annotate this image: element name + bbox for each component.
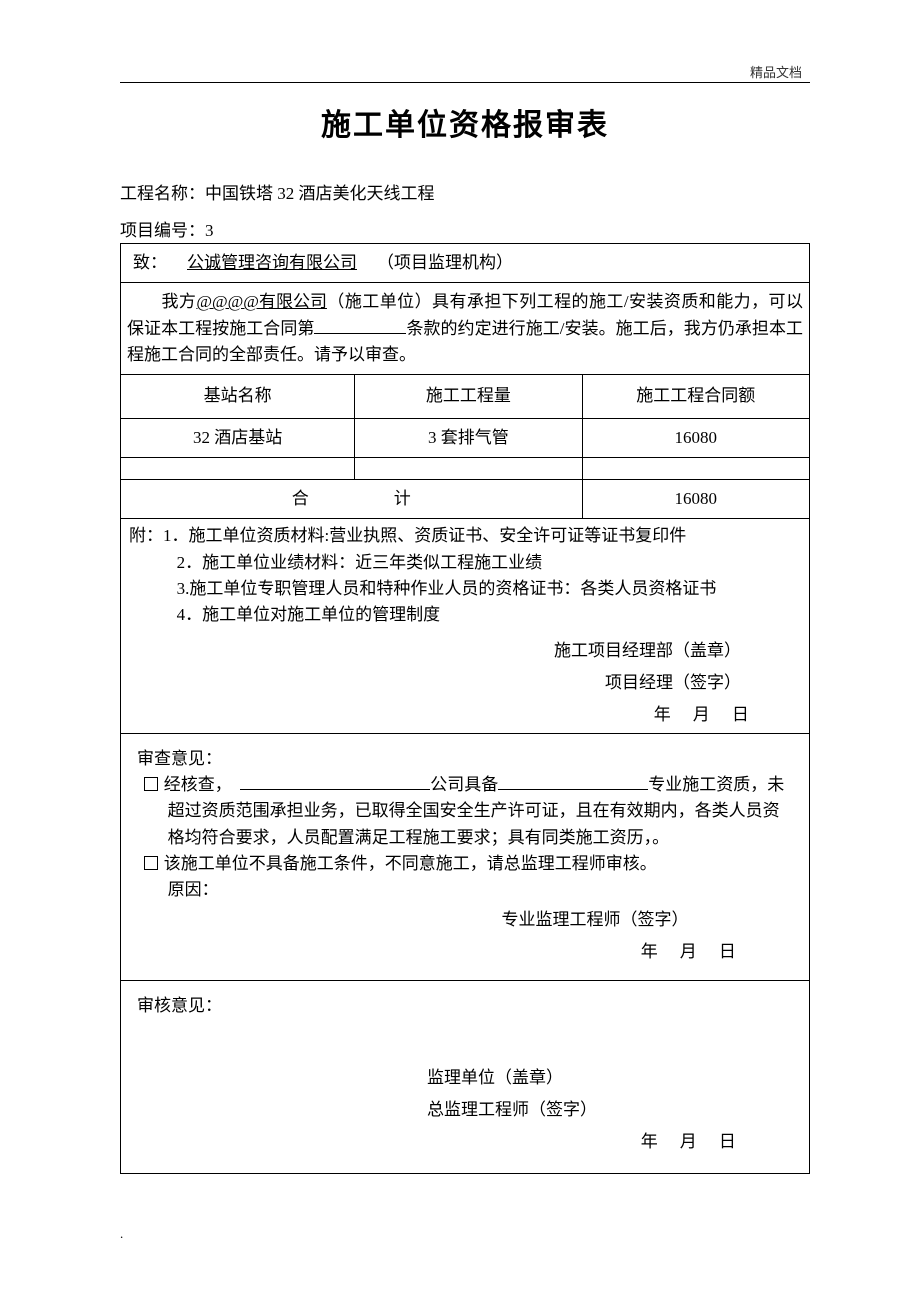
approve-date: 年月日 <box>137 1126 793 1158</box>
empty-c2 <box>355 458 582 480</box>
footer-mark: . <box>120 1226 123 1242</box>
header-col2: 施工工程量 <box>355 375 582 418</box>
review-opt1-pre: 经核查， <box>164 775 232 794</box>
header-col1: 基站名称 <box>121 375 355 418</box>
qualification-blank <box>498 773 648 790</box>
attachments-cell: 附：1．施工单位资质材料:营业执照、资质证书、安全许可证等证书复印件 2．施工单… <box>121 519 810 733</box>
to-suffix: （项目监理机构） <box>377 253 513 272</box>
review-title: 审查意见： <box>137 746 793 772</box>
project-number-value: 3 <box>205 221 214 240</box>
approve-title: 审核意见： <box>137 993 793 1019</box>
main-form-table: 致：公诚管理咨询有限公司（项目监理机构） 我方 @@@@有限公司 （施工单位）具… <box>120 243 810 1174</box>
approve-cell: 审核意见： 监理单位（盖章） 总监理工程师（签字） 年月日 <box>121 981 810 1173</box>
review-date: 年月日 <box>137 936 793 968</box>
intro-prefix: 我方 <box>161 292 196 311</box>
review-cell: 审查意见： 经核查， 公司具备专业施工资质，未超过资质范围承担业务，已取得全国安… <box>121 733 810 981</box>
approve-sig-engineer: 总监理工程师（签字） <box>427 1094 793 1126</box>
attach-line-3: 3.施工单位专职管理人员和特种作业人员的资格证书：各类人员资格证书 <box>129 576 801 602</box>
empty-c3 <box>582 458 809 480</box>
data-c3: 16080 <box>582 418 809 457</box>
review-opt1-mid: 公司具备 <box>430 775 498 794</box>
attach-date: 年月日 <box>129 702 801 728</box>
table-total-row: 合计 16080 <box>121 480 810 519</box>
attach-sig-dept: 施工项目经理部（盖章） <box>129 635 741 667</box>
main-title: 施工单位资格报审表 <box>120 100 810 144</box>
attach-line-2: 2．施工单位业绩材料：近三年类似工程施工业绩 <box>129 550 801 576</box>
review-option-2: 该施工单位不具备施工条件，不同意施工，请总监理工程师审核。 <box>137 851 793 877</box>
attach-line-4: 4．施工单位对施工单位的管理制度 <box>129 602 801 628</box>
approve-sig-unit: 监理单位（盖章） <box>427 1062 793 1094</box>
to-label: 致： <box>133 253 167 272</box>
checkbox-icon <box>144 856 158 870</box>
header-col3: 施工工程合同额 <box>582 375 809 418</box>
document-body: 施工单位资格报审表 工程名称：中国铁塔 32 酒店美化天线工程 项目编号：3 致… <box>120 100 810 1174</box>
company-blank <box>240 773 430 790</box>
total-label: 合计 <box>207 489 496 508</box>
review-signature: 专业监理工程师（签字） <box>137 904 793 936</box>
table-empty-row <box>121 458 810 480</box>
header-divider <box>120 82 810 83</box>
clause-blank <box>314 317 406 334</box>
project-number-label: 项目编号： <box>120 221 205 240</box>
review-opt2-text: 该施工单位不具备施工条件，不同意施工，请总监理工程师审核。 <box>164 854 657 873</box>
addressee-cell: 致：公诚管理咨询有限公司（项目监理机构） <box>121 244 810 283</box>
attach-line-1: 附：1．施工单位资质材料:营业执照、资质证书、安全许可证等证书复印件 <box>129 523 801 549</box>
to-value: 公诚管理咨询有限公司 <box>167 250 377 276</box>
intro-company: @@@@有限公司 <box>196 289 327 315</box>
review-option-1: 经核查， 公司具备专业施工资质，未超过资质范围承担业务，已取得全国安全生产许可证… <box>137 772 793 851</box>
table-header-row: 基站名称 施工工程量 施工工程合同额 <box>121 375 810 418</box>
review-reason: 原因： <box>137 877 793 903</box>
data-c1: 32 酒店基站 <box>121 418 355 457</box>
table-data-row: 32 酒店基站 3 套排气管 16080 <box>121 418 810 457</box>
project-name-label: 工程名称： <box>120 184 205 203</box>
project-number-line: 项目编号：3 <box>120 216 810 241</box>
project-name-value: 中国铁塔 32 酒店美化天线工程 <box>205 184 435 203</box>
checkbox-icon <box>144 777 158 791</box>
corner-label: 精品文档 <box>750 62 802 81</box>
attach-sig-manager: 项目经理（签字） <box>129 667 741 699</box>
total-label-cell: 合计 <box>121 480 583 519</box>
empty-c1 <box>121 458 355 480</box>
project-name-line: 工程名称：中国铁塔 32 酒店美化天线工程 <box>120 179 810 204</box>
intro-cell: 我方 @@@@有限公司 （施工单位）具有承担下列工程的施工/安装资质和能力，可以… <box>121 283 810 375</box>
data-c2: 3 套排气管 <box>355 418 582 457</box>
total-value: 16080 <box>582 480 809 519</box>
